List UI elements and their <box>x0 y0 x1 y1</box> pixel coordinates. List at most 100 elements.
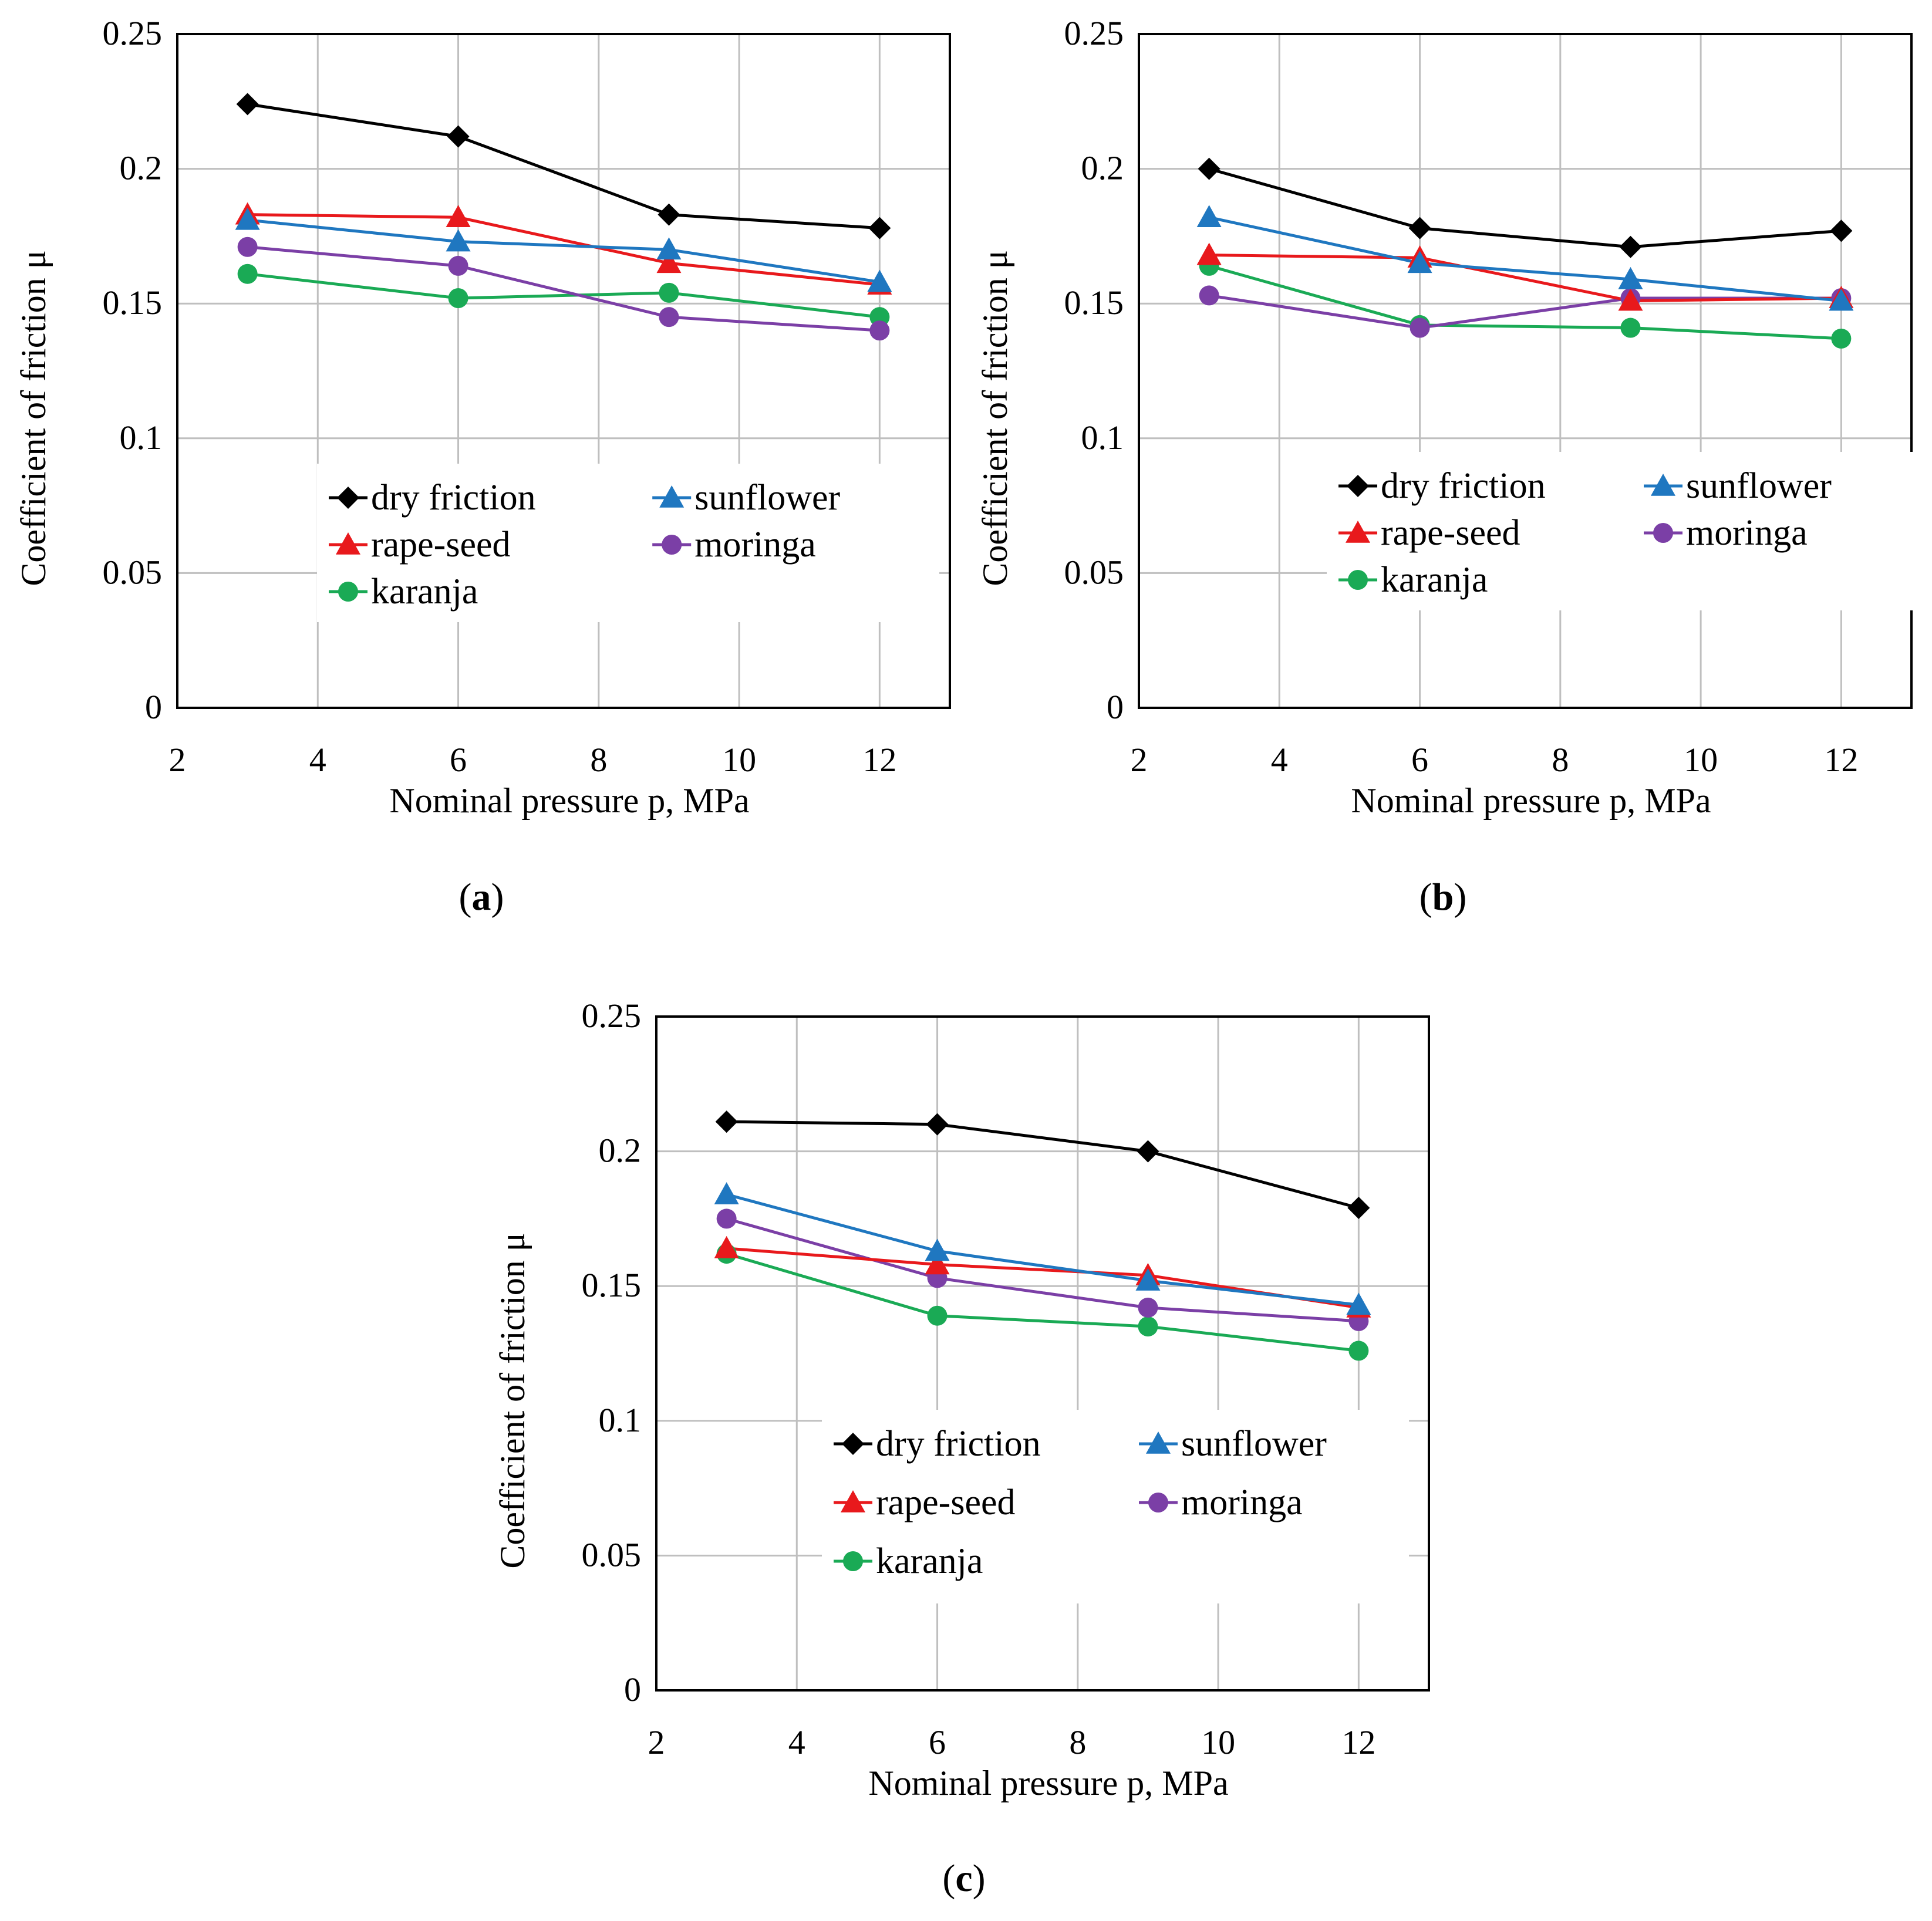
data-point-moringa <box>237 237 258 257</box>
y-tick-label: 0.1 <box>599 1401 642 1439</box>
data-point-moringa <box>659 307 679 328</box>
legend-label-dry_friction: dry friction <box>876 1424 1041 1464</box>
series-line-karanja <box>726 1252 1359 1352</box>
y-tick-label: 0 <box>624 1670 641 1709</box>
legend-marker-karanja <box>843 1551 863 1571</box>
x-tick-label: 12 <box>1341 1723 1375 1761</box>
x-tick-label: 4 <box>1271 741 1288 779</box>
legend-marker-karanja <box>338 582 358 602</box>
data-point-sunflower <box>235 207 260 230</box>
data-point-rape_seed <box>446 205 471 228</box>
data-point-dry_friction <box>236 93 259 116</box>
legend-marker-dry_friction <box>337 487 359 509</box>
series-line-rape_seed <box>726 1247 1359 1309</box>
legend-label-moringa: moringa <box>1686 513 1808 553</box>
data-point-sunflower <box>1346 1292 1371 1315</box>
data-point-sunflower <box>1618 266 1643 289</box>
legend-label-sunflower: sunflower <box>694 478 840 518</box>
data-point-dry_friction <box>1137 1140 1159 1163</box>
x-tick-label: 8 <box>1552 741 1569 779</box>
data-point-sunflower <box>1829 288 1854 311</box>
y-tick-label: 0.25 <box>582 997 642 1035</box>
legend: dry friction sunflower rape-seed moringa kar… <box>1327 452 1914 610</box>
data-point-sunflower <box>714 1182 739 1204</box>
y-tick-label: 0.25 <box>1064 14 1124 52</box>
legend-marker-moringa <box>1148 1493 1168 1513</box>
data-point-dry_friction <box>1830 220 1853 242</box>
data-point-rape_seed <box>1196 242 1222 265</box>
y-tick-label: 0.1 <box>120 418 163 457</box>
x-tick-label: 12 <box>1824 741 1858 779</box>
data-point-sunflower <box>1196 205 1222 228</box>
legend-label-dry_friction: dry friction <box>1381 466 1546 506</box>
legend-marker-rape_seed <box>336 532 360 555</box>
series-line-rape_seed <box>247 213 880 286</box>
plot-frame <box>655 1015 1430 1692</box>
series-group <box>1196 157 1854 349</box>
data-point-sunflower <box>867 269 892 292</box>
y-tick-label: 0.1 <box>1081 418 1124 457</box>
series-line-karanja <box>1208 264 1842 340</box>
data-point-moringa <box>448 255 468 276</box>
data-point-dry_friction <box>1408 217 1431 239</box>
series-line-karanja <box>247 272 880 319</box>
legend-label-karanja: karanja <box>876 1541 983 1581</box>
y-tick-label: 0 <box>1107 688 1124 726</box>
plot-frame <box>1138 33 1913 709</box>
series-line-sunflower <box>726 1193 1359 1306</box>
data-point-dry_friction <box>1619 235 1642 258</box>
x-tick-label: 10 <box>722 741 756 779</box>
data-point-karanja <box>1620 318 1641 338</box>
series-line-sunflower <box>247 218 880 283</box>
x-tick-label: 4 <box>309 741 326 779</box>
legend: dry friction sunflower rape-seed moringa kar… <box>822 1410 1409 1603</box>
series-group <box>235 93 892 341</box>
data-point-rape_seed <box>1618 288 1643 311</box>
data-point-sunflower <box>1407 251 1432 274</box>
x-tick-label: 8 <box>590 741 607 779</box>
x-tick-label: 10 <box>1201 1723 1235 1761</box>
x-tick-label: 6 <box>1411 741 1428 779</box>
x-tick-label: 2 <box>648 1723 665 1761</box>
x-tick-label: 6 <box>450 741 467 779</box>
y-tick-label: 0.2 <box>1081 149 1124 187</box>
y-axis-label: Coefficient of friction μ <box>493 1233 532 1569</box>
legend-marker-dry_friction <box>842 1433 864 1455</box>
y-tick-label: 0.2 <box>120 149 163 187</box>
data-point-karanja <box>927 1305 948 1326</box>
y-tick-label: 0.25 <box>103 14 163 52</box>
x-tick-label: 6 <box>929 1723 946 1761</box>
data-point-moringa <box>1138 1297 1158 1318</box>
data-point-sunflower <box>446 229 471 252</box>
data-point-moringa <box>1199 285 1219 306</box>
x-axis-label: Nominal pressure p, MPa <box>1351 781 1711 820</box>
y-axis-label: Coefficient of friction μ <box>976 250 1014 586</box>
data-point-dry_friction <box>868 217 891 239</box>
y-tick-label: 0.05 <box>582 1535 642 1574</box>
legend-label-dry_friction: dry friction <box>371 478 536 518</box>
data-point-dry_friction <box>1198 157 1220 180</box>
legend-label-rape_seed: rape-seed <box>876 1483 1016 1522</box>
legend-label-karanja: karanja <box>1381 560 1488 600</box>
legend-label-sunflower: sunflower <box>1686 466 1832 506</box>
panel-label: (b) <box>1420 876 1467 919</box>
legend-marker-sunflower <box>1146 1432 1171 1454</box>
legend-marker-dry_friction <box>1347 475 1369 497</box>
chart-panel-a: 0 0.05 0.1 0.15 0.2 0.25 2 4 6 8 10 12 Nominal press… <box>14 14 951 919</box>
data-point-sunflower <box>925 1238 950 1261</box>
legend-marker-rape_seed <box>841 1490 865 1513</box>
data-point-dry_friction <box>926 1113 949 1136</box>
data-point-karanja <box>1831 328 1852 349</box>
legend-background <box>822 1410 1409 1603</box>
x-tick-label: 2 <box>1131 741 1148 779</box>
series-line-rape_seed <box>1209 254 1842 303</box>
data-point-karanja <box>448 288 468 309</box>
data-point-moringa <box>716 1208 737 1229</box>
legend-label-sunflower: sunflower <box>1181 1424 1327 1464</box>
data-point-karanja <box>1348 1341 1369 1361</box>
legend-marker-rape_seed <box>1346 521 1370 543</box>
legend-marker-moringa <box>1653 523 1673 543</box>
panel-label: (c) <box>942 1857 985 1900</box>
x-axis-label: Nominal pressure p, MPa <box>389 781 749 820</box>
